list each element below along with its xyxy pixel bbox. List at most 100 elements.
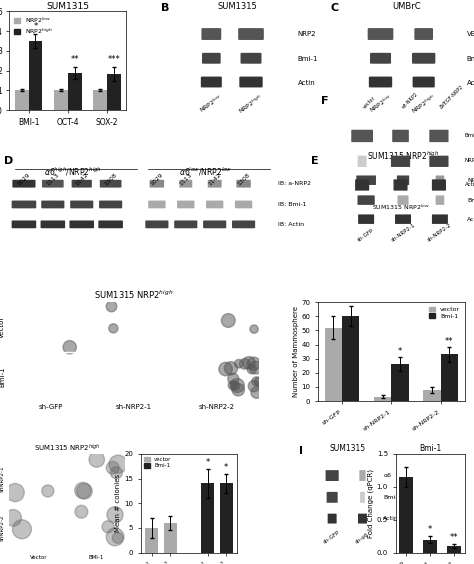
- FancyBboxPatch shape: [41, 201, 64, 208]
- FancyBboxPatch shape: [398, 195, 409, 205]
- Text: NRP2$^{high}$: NRP2$^{high}$: [237, 92, 265, 116]
- FancyBboxPatch shape: [70, 221, 94, 228]
- FancyBboxPatch shape: [351, 130, 373, 142]
- FancyBboxPatch shape: [360, 492, 365, 503]
- FancyBboxPatch shape: [359, 470, 365, 481]
- Title: SUM1315: SUM1315: [217, 2, 257, 11]
- Bar: [28, 41, 42, 110]
- Text: SUM1315 NRP2$^{low}$: SUM1315 NRP2$^{low}$: [372, 202, 429, 212]
- Text: IB: a-NRP2: IB: a-NRP2: [278, 181, 311, 186]
- Point: [227, 364, 235, 373]
- FancyBboxPatch shape: [412, 53, 435, 64]
- Text: 1308: 1308: [103, 173, 118, 187]
- Text: IB: Bmi-1: IB: Bmi-1: [278, 202, 307, 207]
- Text: *: *: [428, 525, 432, 534]
- Point: [114, 534, 121, 543]
- Text: vector: vector: [362, 95, 377, 110]
- FancyBboxPatch shape: [414, 28, 433, 40]
- Bar: [164, 523, 177, 553]
- Point: [104, 522, 112, 531]
- Text: Vector: Vector: [0, 316, 5, 338]
- Point: [81, 487, 88, 496]
- Text: BMI-1: BMI-1: [88, 555, 104, 560]
- Point: [270, 363, 277, 372]
- FancyBboxPatch shape: [42, 180, 64, 188]
- Point: [255, 377, 263, 386]
- Point: [112, 468, 120, 477]
- Text: B: B: [161, 3, 170, 14]
- Y-axis label: Fold Change (qPCR): Fold Change (qPCR): [367, 469, 374, 537]
- Point: [11, 488, 19, 497]
- Point: [232, 381, 239, 390]
- FancyBboxPatch shape: [70, 201, 93, 208]
- Text: I: I: [299, 446, 303, 456]
- FancyBboxPatch shape: [355, 179, 369, 191]
- FancyBboxPatch shape: [235, 201, 252, 208]
- Title: Bmi-1: Bmi-1: [419, 444, 441, 453]
- Text: sh-NRP2-1: sh-NRP2-1: [116, 404, 152, 409]
- FancyBboxPatch shape: [370, 53, 391, 64]
- Y-axis label: Number of Mammosphere: Number of Mammosphere: [292, 306, 299, 397]
- FancyBboxPatch shape: [412, 77, 435, 87]
- Point: [250, 359, 258, 368]
- Point: [66, 343, 73, 352]
- Title: SUM1315 NRP2$^{high}$: SUM1315 NRP2$^{high}$: [94, 289, 173, 301]
- Bar: [68, 73, 82, 110]
- Text: D: D: [4, 156, 13, 166]
- FancyBboxPatch shape: [179, 180, 192, 188]
- FancyBboxPatch shape: [201, 77, 222, 87]
- FancyBboxPatch shape: [203, 221, 226, 228]
- Point: [276, 334, 284, 343]
- FancyBboxPatch shape: [368, 28, 393, 40]
- Text: F: F: [321, 96, 328, 107]
- Text: sh-GFP: sh-GFP: [357, 227, 375, 243]
- Text: Vector: Vector: [29, 555, 47, 560]
- Point: [253, 388, 261, 397]
- FancyBboxPatch shape: [99, 201, 122, 208]
- Text: VEGF: VEGF: [467, 31, 474, 37]
- Text: Bmi-1: Bmi-1: [0, 366, 5, 386]
- FancyBboxPatch shape: [72, 180, 92, 188]
- Text: Actin: Actin: [467, 217, 474, 222]
- Text: shNRP2-2: shNRP2-2: [0, 515, 5, 541]
- Point: [225, 316, 232, 325]
- FancyBboxPatch shape: [100, 180, 121, 188]
- Text: C: C: [330, 3, 338, 14]
- Point: [111, 510, 119, 519]
- Text: *: *: [205, 458, 210, 467]
- Legend: NRP2$^{low}$, NRP2$^{high}$: NRP2$^{low}$, NRP2$^{high}$: [13, 15, 54, 37]
- Title: SUM1315 NRP2$^{high}$: SUM1315 NRP2$^{high}$: [367, 149, 439, 162]
- Text: wt-NRP2: wt-NRP2: [401, 92, 419, 110]
- Title: SUM1315 NRP2$^{high}$: SUM1315 NRP2$^{high}$: [34, 442, 100, 453]
- Text: Bmi-1: Bmi-1: [465, 134, 474, 138]
- FancyBboxPatch shape: [326, 470, 339, 481]
- Text: Actin: Actin: [383, 515, 399, 521]
- Text: *: *: [33, 22, 37, 31]
- FancyBboxPatch shape: [150, 180, 164, 188]
- FancyBboxPatch shape: [239, 77, 263, 87]
- Text: sh-GFP: sh-GFP: [39, 404, 63, 409]
- FancyBboxPatch shape: [238, 28, 264, 40]
- Text: sh-GFP: sh-GFP: [323, 530, 341, 545]
- FancyBboxPatch shape: [12, 221, 36, 228]
- FancyBboxPatch shape: [206, 201, 223, 208]
- FancyBboxPatch shape: [391, 156, 410, 167]
- Point: [270, 303, 277, 312]
- Text: Actin: Actin: [465, 182, 474, 187]
- Point: [109, 463, 117, 472]
- Text: ΔVEGF-NRP2: ΔVEGF-NRP2: [439, 85, 465, 110]
- FancyBboxPatch shape: [98, 221, 123, 228]
- Point: [235, 359, 243, 368]
- Text: 1029: 1029: [149, 173, 164, 187]
- Text: sh-α6: sh-α6: [355, 532, 370, 545]
- Point: [291, 308, 298, 317]
- Bar: [93, 90, 107, 110]
- FancyBboxPatch shape: [397, 175, 409, 185]
- Point: [229, 381, 237, 390]
- Text: Actin: Actin: [298, 80, 315, 86]
- Point: [252, 363, 260, 372]
- Text: Bmi-1: Bmi-1: [467, 56, 474, 62]
- Text: 1029: 1029: [17, 173, 31, 187]
- Text: 1113: 1113: [46, 173, 60, 187]
- Text: 1142: 1142: [74, 173, 89, 187]
